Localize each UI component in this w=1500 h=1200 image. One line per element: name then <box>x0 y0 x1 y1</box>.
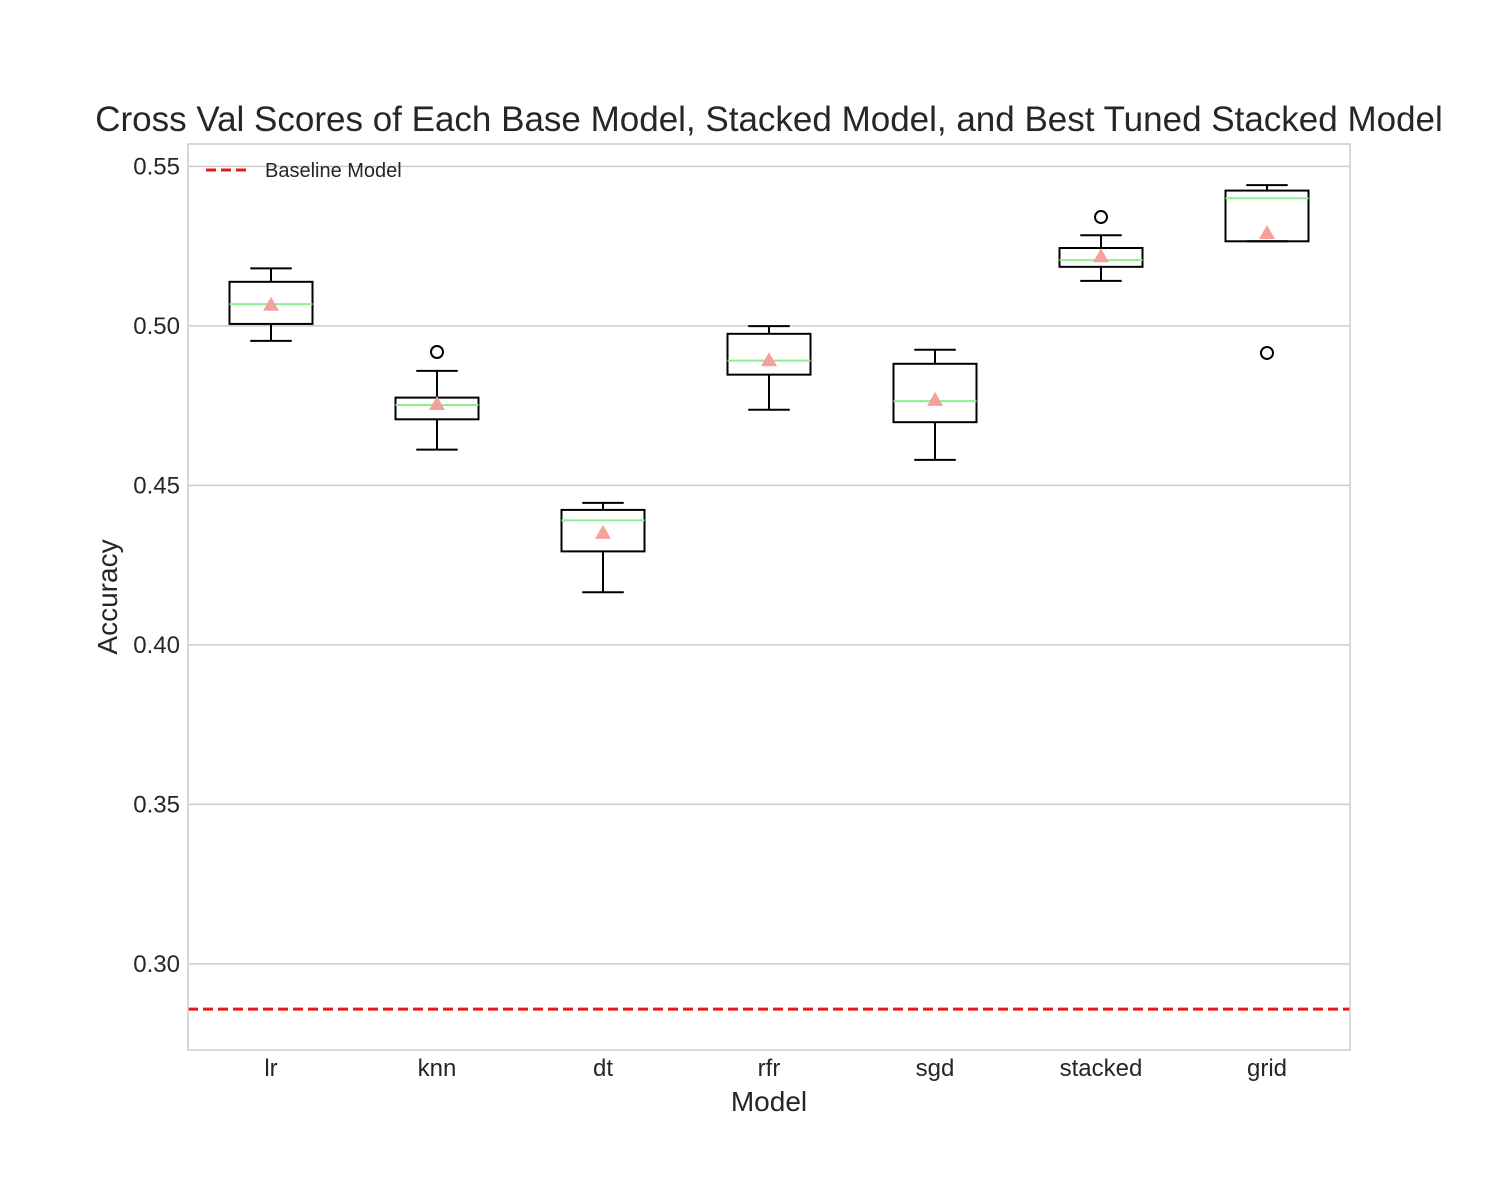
mean-marker-dt <box>595 524 611 539</box>
y-tick-label-0.50: 0.50 <box>133 313 180 340</box>
iqr-box-dt <box>560 508 646 553</box>
x-tick-label-lr: lr <box>264 1055 277 1082</box>
box-rfr <box>726 325 812 411</box>
legend: Baseline Model <box>206 160 402 182</box>
y-tick-label-0.35: 0.35 <box>133 791 180 818</box>
iqr-box-rfr <box>726 332 812 376</box>
x-tick-label-stacked: stacked <box>1060 1055 1143 1082</box>
mean-marker-lr <box>263 296 279 311</box>
outlier-knn-0 <box>430 344 444 359</box>
x-tick-label-rfr: rfr <box>758 1055 781 1082</box>
gridlines <box>188 165 1350 965</box>
y-tick-label-0.30: 0.30 <box>133 951 180 978</box>
box-sgd <box>892 348 978 461</box>
y-tick-label-0.55: 0.55 <box>133 153 180 180</box>
iqr-box-grid <box>1224 189 1310 243</box>
y-tick-label-0.45: 0.45 <box>133 472 180 499</box>
x-tick-label-sgd: sgd <box>916 1055 955 1082</box>
mean-marker-stacked <box>1093 248 1109 263</box>
iqr-box-sgd <box>892 362 978 424</box>
boxes-layer <box>228 184 1310 594</box>
outlier-stacked-0 <box>1094 210 1108 225</box>
chart-title: Cross Val Scores of Each Base Model, Sta… <box>95 100 1443 139</box>
box-stacked <box>1058 210 1144 282</box>
y-tick-label-0.40: 0.40 <box>133 632 180 659</box>
x-tick-label-grid: grid <box>1247 1055 1287 1082</box>
iqr-box-lr <box>228 280 314 325</box>
plot-frame <box>187 143 1351 1051</box>
y-axis-ticks: 0.30 0.35 0.40 0.45 0.50 0.55 <box>133 153 180 978</box>
mean-marker-sgd <box>927 391 943 406</box>
x-tick-label-dt: dt <box>593 1055 613 1082</box>
box-grid <box>1224 184 1310 360</box>
mean-marker-rfr <box>761 352 777 367</box>
mean-marker-grid <box>1259 225 1275 240</box>
x-tick-label-knn: knn <box>418 1055 457 1082</box>
legend-baseline-label: Baseline Model <box>265 160 402 182</box>
outlier-grid-0 <box>1260 345 1274 360</box>
mean-marker-knn <box>429 395 445 410</box>
iqr-box-stacked <box>1058 246 1144 268</box>
box-knn <box>394 344 480 451</box>
box-dt <box>560 501 646 594</box>
x-axis-label: Model <box>731 1086 807 1117</box>
y-axis-label: Accuracy <box>92 539 123 654</box>
x-axis-ticks: lr knn dt rfr sgd stacked grid <box>264 1055 1287 1082</box>
box-lr <box>228 267 314 342</box>
